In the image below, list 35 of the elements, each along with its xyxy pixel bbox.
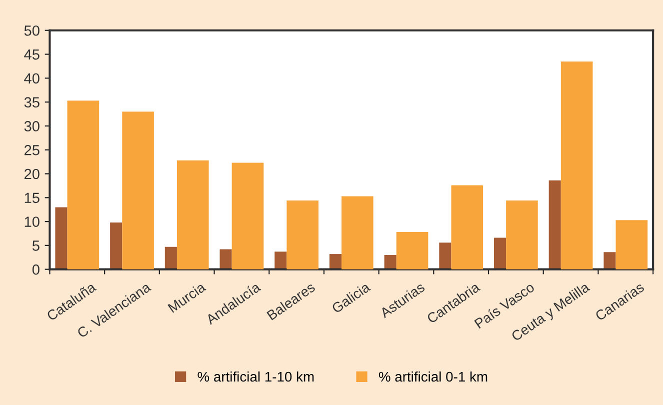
bar [232, 162, 264, 270]
bar [176, 160, 209, 270]
bar [560, 61, 593, 270]
y-tick-label: 45 [24, 50, 40, 60]
bar [67, 100, 100, 270]
bar [55, 207, 68, 270]
y-tick-label: 20 [24, 168, 40, 180]
bar [494, 238, 506, 270]
bar [122, 112, 154, 270]
bar [616, 220, 648, 270]
y-tick-label: 5 [32, 240, 40, 251]
bar [164, 246, 177, 270]
bar [286, 200, 318, 270]
y-tick-label: 10 [24, 216, 40, 227]
y-tick-label: 40 [24, 73, 40, 84]
bar [548, 180, 561, 270]
y-tick-label: 0 [32, 264, 40, 275]
bar [439, 242, 452, 270]
bar [110, 222, 122, 270]
y-tick-label: 25 [24, 144, 40, 156]
legend-label: % artificial 0-1 km [378, 371, 488, 382]
y-tick-label: 30 [24, 121, 40, 132]
bar [274, 252, 287, 270]
bar [451, 185, 484, 270]
legend-label: % artificial 1-10 km [198, 371, 314, 382]
bar [342, 196, 374, 270]
bar [220, 249, 232, 270]
bar [604, 252, 616, 270]
bar [506, 200, 538, 270]
y-tick-label: 50 [24, 25, 40, 36]
y-tick-label: 15 [24, 192, 40, 204]
bar [384, 254, 396, 270]
y-tick-label: 35 [24, 97, 40, 108]
bar [396, 232, 428, 270]
bar [329, 254, 342, 270]
